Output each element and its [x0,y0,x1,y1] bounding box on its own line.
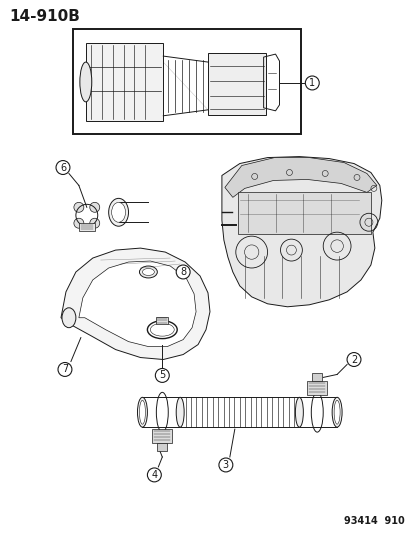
Circle shape [218,458,232,472]
Text: 1: 1 [309,78,315,88]
Bar [152,429,172,443]
Bar [85,43,163,121]
Bar [311,374,321,382]
Circle shape [58,362,72,376]
Bar [157,443,167,451]
Bar [306,382,326,395]
Ellipse shape [62,308,76,328]
Circle shape [74,218,83,228]
Circle shape [305,76,318,90]
Polygon shape [78,261,196,346]
Ellipse shape [142,269,154,276]
Text: 2: 2 [350,354,356,365]
Ellipse shape [331,397,341,427]
Circle shape [56,160,70,174]
Polygon shape [221,157,381,307]
Ellipse shape [176,397,184,427]
Text: 3: 3 [222,460,228,470]
Ellipse shape [112,203,125,222]
Text: 14-910B: 14-910B [9,9,80,24]
Ellipse shape [139,400,145,424]
Circle shape [147,468,161,482]
Ellipse shape [139,266,157,278]
Text: 93414  910: 93414 910 [343,515,404,526]
Bar [207,53,265,115]
Ellipse shape [108,198,128,226]
Polygon shape [61,248,209,360]
Ellipse shape [333,400,339,424]
Bar [78,223,95,231]
Circle shape [346,352,360,367]
Text: 8: 8 [180,267,186,277]
Bar [237,192,370,234]
Ellipse shape [295,397,303,427]
Text: 7: 7 [62,365,68,375]
Ellipse shape [80,62,92,102]
Circle shape [90,218,100,228]
Text: 5: 5 [159,370,165,381]
Bar [156,317,168,324]
Ellipse shape [137,397,147,427]
Circle shape [155,368,169,382]
Circle shape [74,203,83,212]
Bar [73,29,301,134]
Text: 4: 4 [151,470,157,480]
Text: 6: 6 [60,163,66,173]
Circle shape [90,203,100,212]
Polygon shape [224,158,376,197]
Circle shape [176,265,190,279]
